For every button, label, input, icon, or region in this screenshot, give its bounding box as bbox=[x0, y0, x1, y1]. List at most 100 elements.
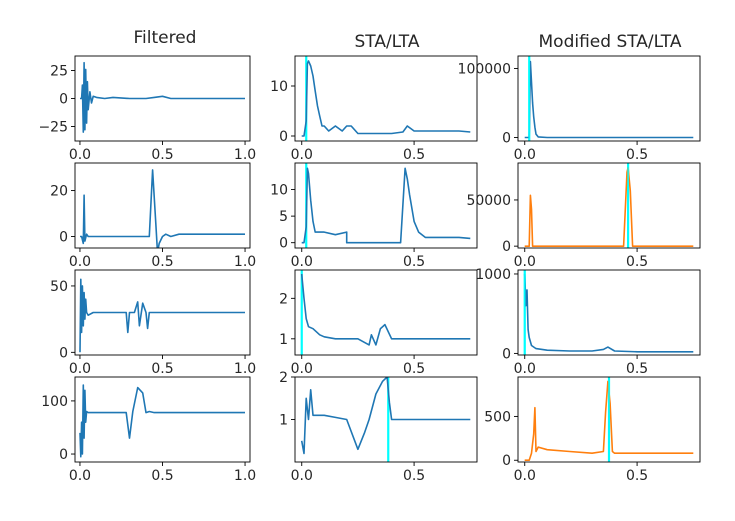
y-tick-label: 10 bbox=[270, 183, 288, 199]
axes-frame bbox=[517, 162, 701, 249]
column-title-filtered: Filtered bbox=[134, 28, 197, 48]
plot-area bbox=[524, 377, 694, 462]
column-title-modified-sta-lta: Modified STA/LTA bbox=[539, 32, 682, 52]
x-tick-label: 0.5 bbox=[151, 254, 173, 270]
axes-frame bbox=[74, 162, 251, 249]
y-tick-label: 100000 bbox=[458, 61, 511, 77]
x-tick-label: 0.0 bbox=[69, 147, 91, 163]
x-tick-label: 0.5 bbox=[626, 254, 648, 270]
series-line bbox=[524, 166, 694, 247]
plot-area bbox=[301, 163, 471, 248]
series-line bbox=[80, 61, 245, 133]
plot-area bbox=[80, 61, 245, 133]
x-tick-label: 1.0 bbox=[234, 468, 256, 484]
x-tick-label: 0.5 bbox=[403, 254, 425, 270]
column-title-sta-lta: STA/LTA bbox=[354, 32, 419, 52]
axes-frame bbox=[74, 376, 251, 463]
subplot-r3-c1: 0.0 0.5 2 1 bbox=[279, 370, 478, 484]
x-tick-label: 1.0 bbox=[234, 254, 256, 270]
series-line bbox=[524, 380, 694, 462]
x-tick-label: 0.0 bbox=[291, 147, 313, 163]
subplot-r2-c1: 0.0 0.5 2 1 bbox=[279, 269, 478, 377]
x-tick-label: 0.5 bbox=[403, 468, 425, 484]
plot-area bbox=[300, 270, 471, 355]
x-tick-label: 0.0 bbox=[69, 468, 91, 484]
x-tick-label: 1.0 bbox=[234, 361, 256, 377]
plot-area bbox=[524, 163, 694, 248]
y-tick-label: 0 bbox=[502, 346, 511, 362]
x-tick-label: 0.0 bbox=[291, 254, 313, 270]
x-tick-label: 0.0 bbox=[69, 361, 91, 377]
y-tick-label: 2 bbox=[279, 370, 288, 386]
y-tick-label: 50 bbox=[50, 279, 68, 295]
series-line bbox=[300, 273, 471, 346]
y-tick-label: 0 bbox=[59, 447, 68, 463]
axes-frame bbox=[517, 269, 701, 356]
series-line bbox=[300, 377, 471, 455]
subplot-r2-c2: 0.0 0.5 1000 0 bbox=[475, 267, 701, 377]
y-tick-label: −25 bbox=[38, 119, 68, 135]
y-tick-label: 2 bbox=[279, 291, 288, 307]
axes-frame bbox=[294, 269, 478, 356]
y-tick-label: 0 bbox=[502, 131, 511, 147]
plot-area bbox=[80, 169, 245, 248]
y-tick-label: 0 bbox=[502, 239, 511, 255]
y-tick-label: 0 bbox=[59, 230, 68, 246]
x-tick-label: 0.5 bbox=[403, 361, 425, 377]
x-tick-label: 0.5 bbox=[626, 361, 648, 377]
plot-area bbox=[79, 278, 245, 353]
y-tick-label: 100 bbox=[41, 394, 68, 410]
y-tick-label: 5 bbox=[279, 209, 288, 225]
subplot-r2-c0: 0.0 0.5 1.0 50 0 bbox=[50, 269, 256, 377]
subplot-r1-c1: 0.0 0.5 10 5 0 bbox=[270, 162, 478, 270]
x-tick-label: 0.5 bbox=[626, 468, 648, 484]
plot-area bbox=[523, 270, 694, 355]
y-tick-label: 0 bbox=[59, 92, 68, 108]
series-line bbox=[523, 273, 694, 353]
axes-frame bbox=[517, 376, 701, 463]
subplot-r1-c2: 0.0 0.5 50000 0 bbox=[466, 162, 701, 270]
x-tick-label: 0.5 bbox=[403, 147, 425, 163]
x-tick-label: 0.0 bbox=[514, 254, 536, 270]
subplot-r0-c0: 0.0 0.5 1.0 25 0 −25 bbox=[38, 55, 256, 163]
plot-area bbox=[79, 384, 245, 458]
y-tick-label: 10 bbox=[270, 79, 288, 95]
x-tick-label: 0.0 bbox=[514, 361, 536, 377]
subplot-r0-c2: 0.0 0.5 100000 0 bbox=[458, 55, 701, 163]
y-tick-label: 1 bbox=[279, 413, 288, 429]
x-tick-label: 1.0 bbox=[234, 147, 256, 163]
x-tick-label: 0.0 bbox=[514, 147, 536, 163]
series-line bbox=[301, 167, 471, 244]
plot-area bbox=[524, 56, 694, 141]
y-tick-label: 0 bbox=[279, 129, 288, 145]
y-tick-label: 0 bbox=[279, 236, 288, 252]
x-tick-label: 0.0 bbox=[291, 468, 313, 484]
x-tick-label: 0.0 bbox=[69, 254, 91, 270]
subplot-r3-c0: 0.0 0.5 1.0 100 0 bbox=[41, 376, 256, 484]
y-tick-label: 25 bbox=[50, 64, 68, 80]
plot-area bbox=[300, 377, 471, 462]
x-tick-label: 0.5 bbox=[151, 147, 173, 163]
series-line bbox=[79, 384, 245, 458]
series-line bbox=[301, 60, 471, 137]
x-tick-label: 0.5 bbox=[626, 147, 648, 163]
subplot-r0-c1: 0.0 0.5 10 0 bbox=[270, 55, 478, 163]
plot-area bbox=[301, 56, 471, 141]
y-tick-label: 50000 bbox=[466, 193, 511, 209]
x-tick-label: 0.5 bbox=[151, 468, 173, 484]
subplot-r1-c0: 0.0 0.5 1.0 20 0 bbox=[50, 162, 256, 270]
y-tick-label: 500 bbox=[484, 409, 511, 425]
series-line bbox=[79, 278, 245, 353]
subplot-r3-c2: 0.0 0.5 500 0 bbox=[484, 376, 701, 484]
y-tick-label: 20 bbox=[50, 184, 68, 200]
series-line bbox=[80, 169, 245, 248]
y-tick-label: 1 bbox=[279, 332, 288, 348]
x-tick-label: 0.0 bbox=[514, 468, 536, 484]
y-tick-label: 0 bbox=[59, 345, 68, 361]
x-tick-label: 0.5 bbox=[151, 361, 173, 377]
axes-frame bbox=[294, 55, 478, 142]
x-tick-label: 0.0 bbox=[291, 361, 313, 377]
y-tick-label: 1000 bbox=[475, 267, 511, 283]
